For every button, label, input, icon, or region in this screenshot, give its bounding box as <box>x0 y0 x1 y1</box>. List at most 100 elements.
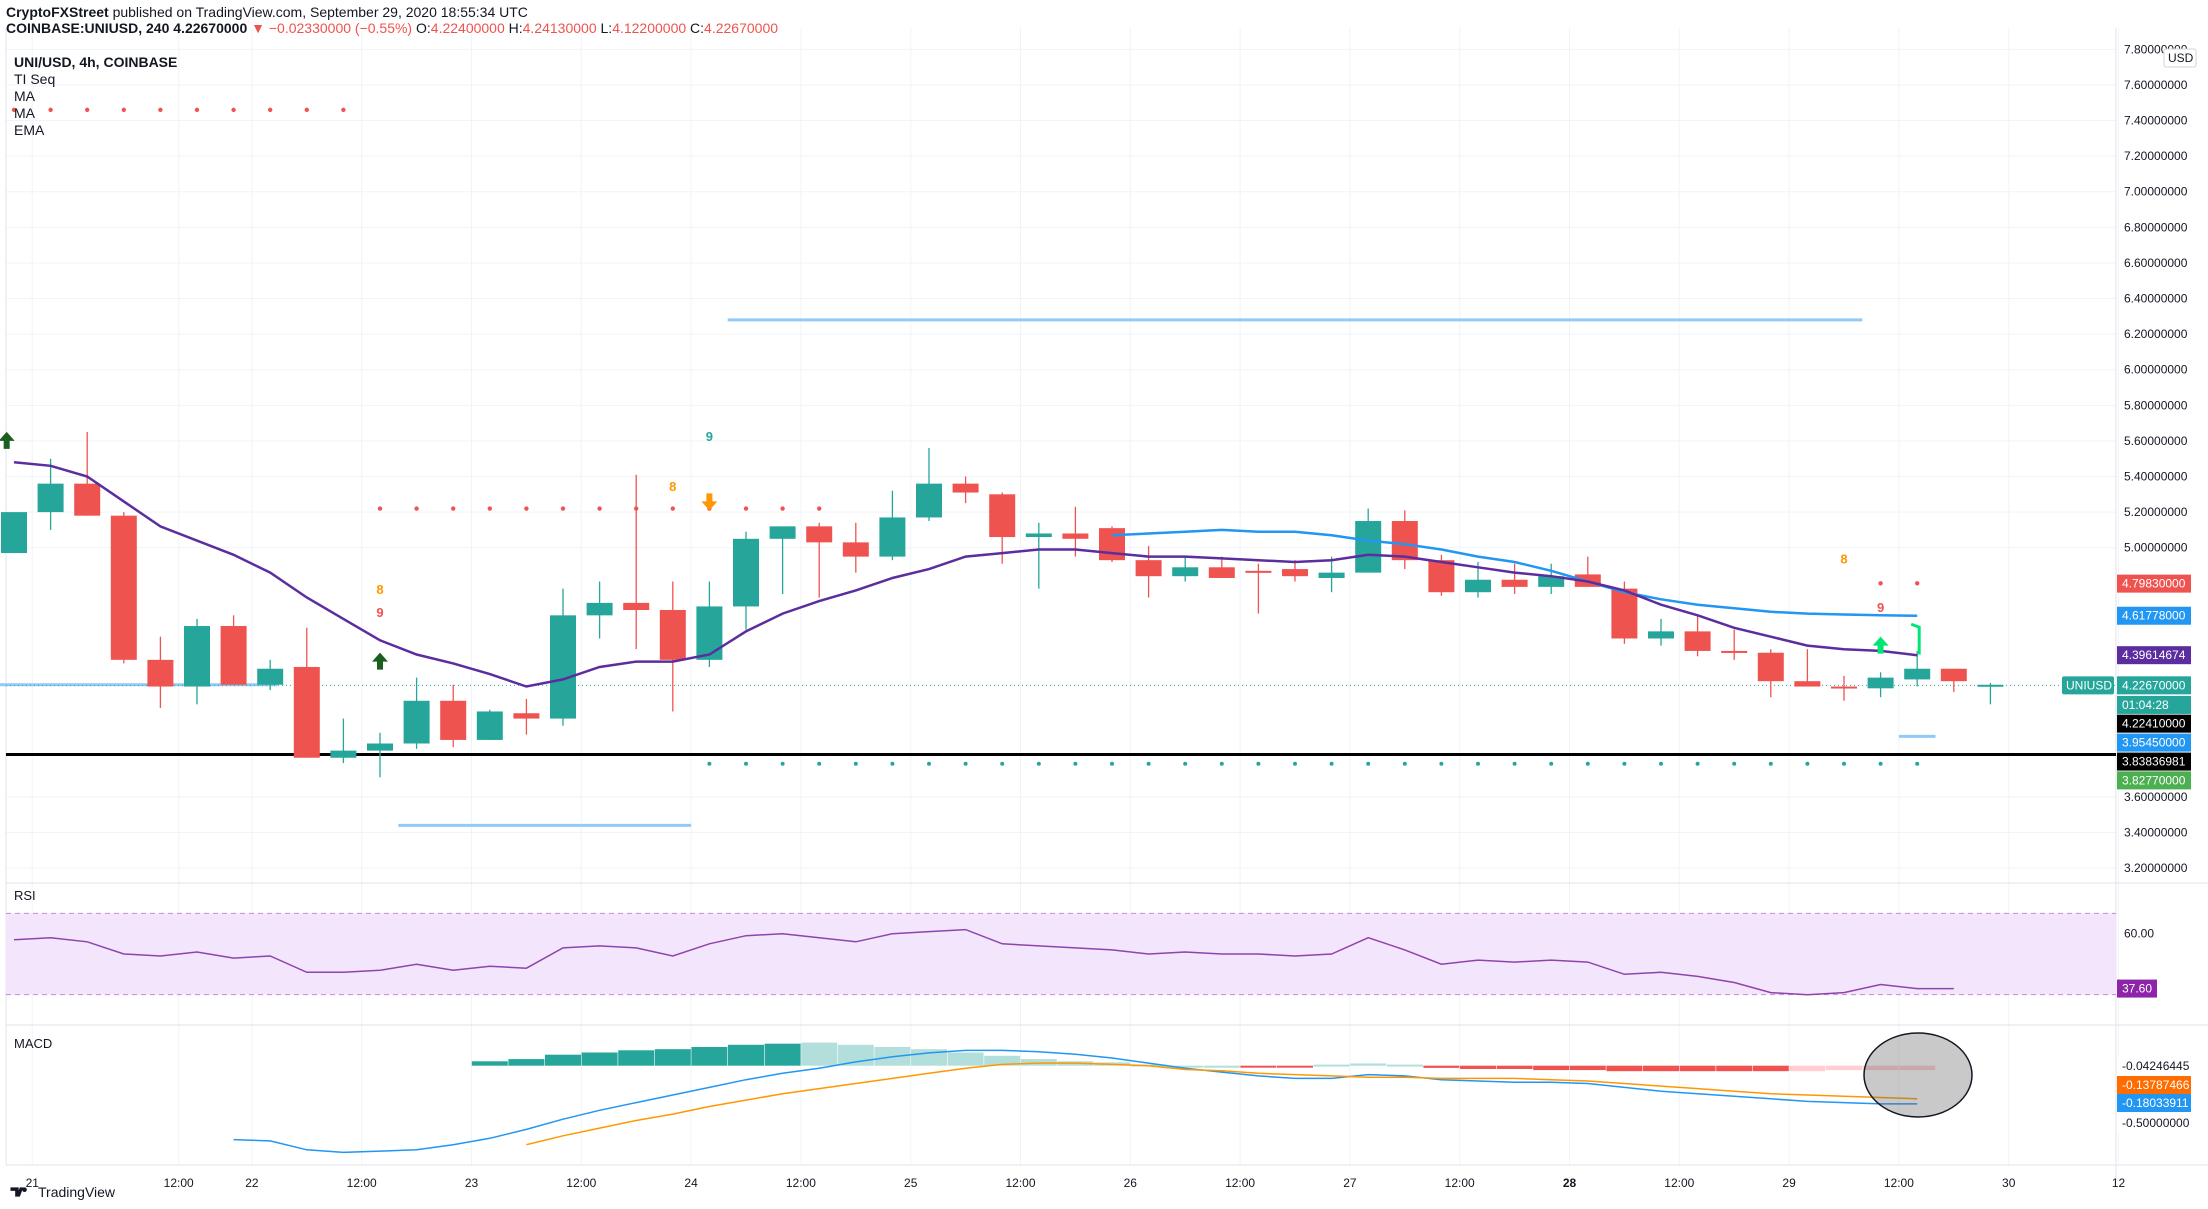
candle-down <box>1794 681 1821 687</box>
td-green-dot <box>1476 761 1480 766</box>
macd-label: MACD <box>14 1036 52 1051</box>
td-green-dot <box>1659 761 1663 766</box>
candle-up <box>1025 533 1052 538</box>
candle-down <box>74 483 101 516</box>
macd-histogram-bar <box>1643 1065 1679 1072</box>
last-price: 4.22670000 <box>173 20 248 36</box>
open-label: O: <box>416 20 431 36</box>
td-red-dot <box>560 506 566 511</box>
candle-up <box>916 483 942 518</box>
candle-up <box>1 512 27 554</box>
td-red-dot <box>377 506 383 511</box>
macd-histogram-bar <box>1496 1065 1533 1069</box>
candle-down <box>952 483 979 493</box>
candle-down <box>513 713 540 719</box>
publisher-name[interactable]: CryptoFXStreet <box>6 4 109 20</box>
x-tick-label: 12:00 <box>347 1176 377 1190</box>
x-tick-label: 12:00 <box>1005 1176 1035 1190</box>
legend-title[interactable]: UNI/USD, 4h, COINBASE <box>14 54 178 70</box>
macd-histogram-bar <box>984 1055 1021 1066</box>
candle-down <box>440 700 467 740</box>
price-label-bg <box>2117 574 2191 593</box>
x-tick-label: 26 <box>1124 1176 1138 1190</box>
legend-item-ma-1[interactable]: MA <box>14 88 35 104</box>
y-tick-label: 5.60000000 <box>2124 434 2188 448</box>
price-label: 4.22410000 <box>2122 717 2186 731</box>
y-tick-label: 5.80000000 <box>2124 398 2188 412</box>
candle-up <box>769 526 796 539</box>
macd-histogram-bar <box>1899 1065 1936 1071</box>
td-green-dot <box>707 761 712 766</box>
x-tick-label: 21 <box>26 1176 40 1190</box>
td-green-dot <box>1183 761 1188 766</box>
rsi-value-bg <box>2117 979 2157 998</box>
td-green-dot <box>1842 761 1846 766</box>
x-tick-label: 28 <box>1563 1176 1577 1190</box>
price-label: 4.22670000 <box>2122 678 2186 692</box>
candle-down <box>1721 650 1748 653</box>
x-tick-label: 23 <box>465 1176 479 1190</box>
candle-up <box>257 668 284 685</box>
x-tick-label: 25 <box>904 1176 918 1190</box>
macd-histogram-bar <box>764 1043 801 1066</box>
high-value: 4.24130000 <box>522 20 597 36</box>
candle-up <box>476 711 503 740</box>
candle-up <box>733 538 759 607</box>
x-tick-label: 27 <box>1343 1176 1357 1190</box>
candle-up <box>1318 572 1345 578</box>
symbol-name: COINBASE:UNIUSD, 240 <box>6 20 170 36</box>
candle-up <box>330 750 357 758</box>
candle-down <box>1684 631 1711 651</box>
candle-down <box>1099 528 1125 561</box>
legend-item-ma-2[interactable]: MA <box>14 105 35 121</box>
td-green-dot <box>963 761 968 766</box>
td-green-dot <box>1585 761 1590 766</box>
macd-value-bg <box>2117 1057 2191 1075</box>
x-tick-label: 30 <box>2002 1176 2016 1190</box>
signal-flag-icon <box>1910 622 1921 655</box>
macd-histogram-bar <box>1789 1065 1826 1072</box>
candle-up <box>1355 521 1382 573</box>
td-green-dot <box>927 761 931 766</box>
arrow-up-icon <box>0 431 15 449</box>
symbol-ohlc-line: COINBASE:UNIUSD, 240 4.22670000 ▼ −0.023… <box>6 20 778 36</box>
symbol-tag: UNIUSD <box>2066 678 2112 692</box>
x-tick-label: 12 <box>2112 1176 2126 1190</box>
tradingview-footer[interactable]: TradingView <box>10 1184 115 1200</box>
y-tick-label: 6.60000000 <box>2124 256 2188 270</box>
td-green-dot <box>1219 761 1224 766</box>
macd-histogram-bar <box>947 1052 984 1066</box>
candle-up <box>367 743 393 751</box>
macd-line <box>233 1049 1918 1154</box>
macd-histogram-bar <box>1679 1065 1716 1072</box>
macd-signal-line <box>526 1062 1918 1146</box>
td-green-dot <box>1512 761 1517 766</box>
legend-item-ti-seq[interactable]: TI Seq <box>14 71 56 87</box>
x-tick-label: 12:00 <box>786 1176 816 1190</box>
td-green-dot <box>1805 761 1810 766</box>
td-red-dot <box>11 107 17 113</box>
macd-histogram-bar <box>1569 1065 1606 1071</box>
close-label: C: <box>690 20 705 36</box>
legend-item-ema[interactable]: EMA <box>14 122 45 138</box>
price-label: 3.83836981 <box>2122 755 2186 769</box>
open-value: 4.22400000 <box>430 20 505 36</box>
macd-histogram-bar <box>801 1042 838 1066</box>
tradingview-brand: TradingView <box>38 1184 116 1200</box>
ma-blue-line <box>1111 528 1918 617</box>
x-tick-label: 12:00 <box>1884 1176 1914 1190</box>
td-red-dot <box>524 506 529 511</box>
low-value: 4.12200000 <box>612 20 687 36</box>
td-green-dot <box>1146 761 1151 766</box>
y-tick-label: 3.60000000 <box>2124 790 2188 804</box>
td-red-dot <box>48 107 53 113</box>
macd-histogram-bar <box>1277 1065 1313 1068</box>
macd-value: -0.18033911 <box>2122 1096 2189 1110</box>
td-green-dot <box>890 761 895 766</box>
td-red-dot <box>487 506 492 511</box>
td-red-dot <box>817 506 822 511</box>
td-green-dot <box>1878 761 1883 766</box>
td-green-dot <box>1695 761 1700 766</box>
macd-histogram-bar <box>1716 1065 1753 1072</box>
